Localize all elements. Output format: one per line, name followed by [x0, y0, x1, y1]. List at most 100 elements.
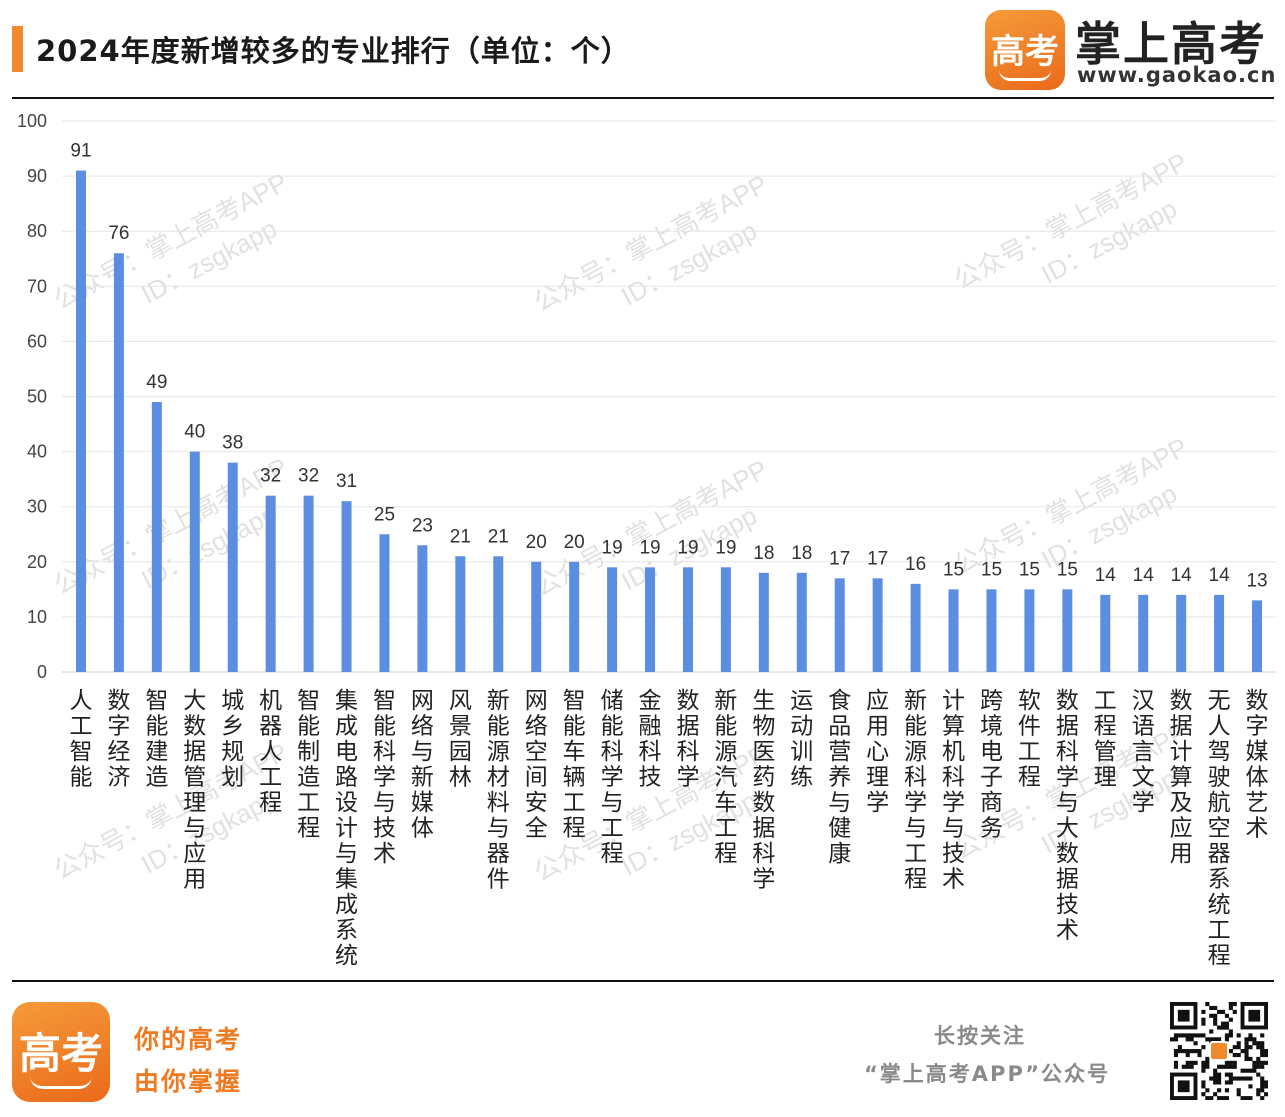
bar-29 [1176, 594, 1187, 672]
y-tick-label: 100 [17, 111, 47, 131]
category-label-13: 智能车辆工程 [563, 688, 586, 842]
bar-11 [493, 556, 504, 672]
value-label-18: 18 [753, 543, 774, 564]
bar-6 [303, 495, 314, 672]
category-label-23: 计算机科学与技术 [942, 688, 965, 893]
bar-13 [569, 561, 580, 672]
gridlines [62, 120, 1276, 673]
category-label-30: 无人驾驶航空器系统工程 [1208, 688, 1231, 969]
bar-26 [1062, 589, 1073, 672]
bar-24 [986, 589, 997, 672]
value-label-20: 17 [829, 548, 850, 569]
bar-8 [379, 534, 390, 672]
bar-18 [758, 572, 769, 672]
title-accent-bar [12, 26, 23, 72]
category-label-28: 汉语言文学 [1132, 688, 1155, 816]
value-label-3: 40 [184, 422, 205, 443]
value-labels: 91 76 49 40 38 32 32 31 25 23 21 21 20 20 19 19 19 19 18 18… [70, 141, 1267, 592]
logo-glyph: 高考 [991, 32, 1059, 72]
page-title: 2024年度新增较多的专业排行（单位：个） [36, 34, 631, 68]
bottom-divider [12, 980, 1274, 982]
gaokao-logo: 高考 [985, 10, 1065, 90]
bar-22 [910, 583, 921, 672]
bar-25 [1024, 589, 1035, 672]
y-tick-label: 10 [27, 607, 47, 627]
value-label-24: 15 [981, 559, 1002, 580]
y-tick-label: 50 [27, 387, 47, 407]
value-label-27: 14 [1095, 565, 1117, 586]
bar-20 [834, 578, 845, 672]
value-label-11: 21 [488, 526, 509, 547]
bar-28 [1138, 594, 1149, 672]
category-label-2: 智能建造 [145, 688, 168, 791]
value-label-8: 25 [374, 504, 395, 525]
footer-logo: 高考 [12, 1002, 110, 1102]
category-label-9: 网络与新媒体 [411, 688, 434, 842]
y-tick-label: 0 [37, 662, 47, 682]
bar-31 [1252, 600, 1263, 672]
category-label-7: 集成电路设计与集成系统 [335, 688, 358, 969]
category-label-26: 数据科学与大数据技术 [1056, 688, 1079, 944]
category-label-1: 数字经济 [107, 688, 130, 791]
category-label-8: 智能科学与技术 [373, 688, 396, 867]
category-label-24: 跨境电子商务 [980, 688, 1003, 842]
value-label-12: 20 [526, 532, 547, 553]
value-label-31: 13 [1246, 570, 1267, 591]
y-tick-label: 60 [27, 331, 47, 351]
value-label-16: 19 [677, 537, 698, 558]
value-label-17: 19 [715, 537, 736, 558]
category-label-14: 储能科学与工程 [601, 688, 624, 867]
y-axis-ticks: 0 10 20 30 40 50 60 70 80 90 100 [17, 111, 47, 682]
bars [75, 170, 1263, 673]
slogan-line-1: 你的高考 [134, 1025, 243, 1054]
y-tick-label: 30 [27, 497, 47, 517]
bar-1 [113, 253, 124, 673]
y-tick-label: 80 [27, 221, 47, 241]
bar-21 [872, 578, 883, 672]
category-label-29: 数据计算及应用 [1170, 688, 1193, 867]
bar-27 [1100, 594, 1111, 672]
value-label-26: 15 [1057, 559, 1078, 580]
bar-4 [227, 462, 238, 672]
slogan-line-2: 由你掌握 [134, 1067, 243, 1096]
bar-5 [265, 495, 276, 672]
value-label-14: 19 [602, 537, 623, 558]
category-label-3: 大数据管理与应用 [183, 688, 206, 893]
follow-line-2: “掌上高考APP”公众号 [864, 1062, 1111, 1086]
bar-30 [1214, 594, 1225, 672]
category-label-31: 数字媒体艺术 [1246, 688, 1269, 842]
value-label-6: 32 [298, 466, 319, 487]
category-label-0: 人工智能 [69, 688, 92, 791]
value-label-30: 14 [1209, 565, 1231, 586]
category-label-25: 软件工程 [1018, 688, 1041, 791]
category-label-27: 工程管理 [1094, 688, 1117, 791]
qr-center-logo [1209, 1041, 1229, 1061]
value-label-9: 23 [412, 515, 433, 536]
bar-9 [417, 545, 428, 672]
brand-name: 掌上高考 [1075, 17, 1267, 71]
bar-19 [796, 572, 807, 672]
bar-0 [75, 170, 86, 672]
category-label-12: 网络空间安全 [525, 688, 548, 842]
top-divider [12, 97, 1274, 99]
bar-14 [607, 567, 618, 672]
bar-16 [682, 567, 693, 672]
value-label-2: 49 [146, 372, 167, 393]
value-label-21: 17 [867, 548, 888, 569]
category-label-5: 机器人工程 [259, 688, 282, 816]
y-tick-label: 90 [27, 166, 47, 186]
value-label-19: 18 [791, 543, 812, 564]
value-label-5: 32 [260, 466, 281, 487]
category-label-17: 新能源汽车工程 [714, 688, 737, 867]
value-label-7: 31 [336, 471, 357, 492]
qr-code-icon[interactable] [1170, 1002, 1268, 1100]
value-label-13: 20 [564, 532, 585, 553]
value-label-25: 15 [1019, 559, 1040, 580]
brand-url: www.gaokao.cn [1077, 63, 1277, 87]
category-label-11: 新能源材料与器件 [487, 688, 510, 893]
